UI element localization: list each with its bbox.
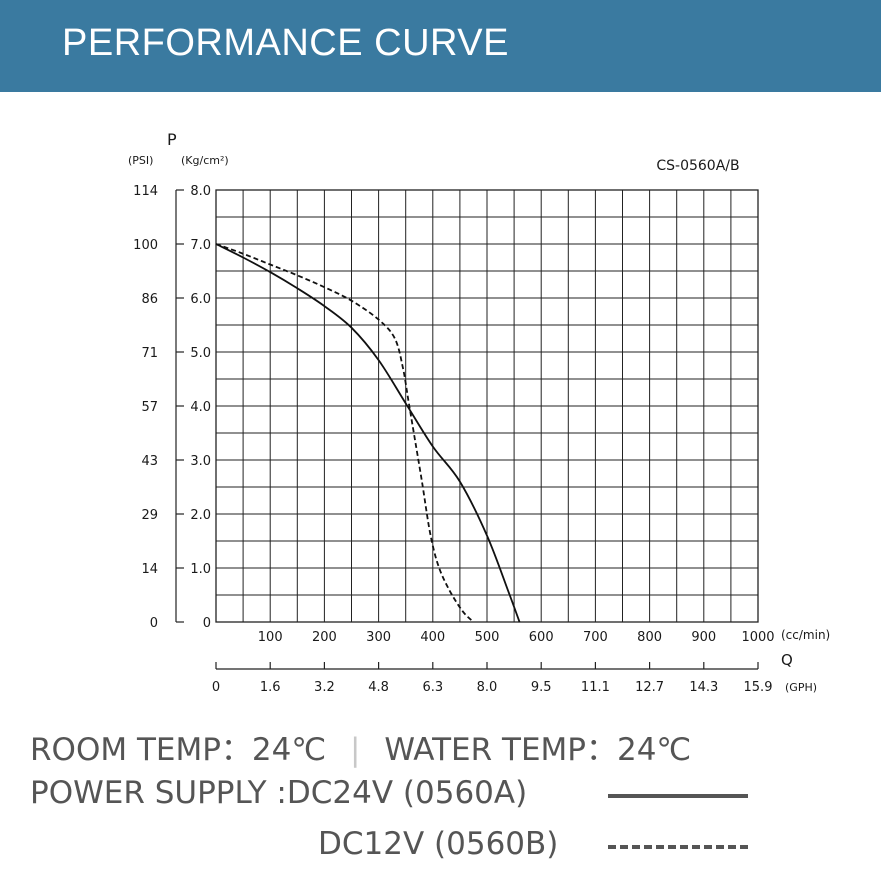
power-supply-line: POWER SUPPLY :DC24V (0560A) xyxy=(30,775,527,811)
y-tick-psi-label: 0 xyxy=(150,616,158,631)
plot-border xyxy=(215,189,759,623)
x-tick-cc-label: 300 xyxy=(366,630,391,645)
x-tick-gph-label: 6.3 xyxy=(422,680,443,695)
y-axis-psi-unit: (PSI) xyxy=(128,154,153,167)
x-axis-label: Q xyxy=(781,651,793,669)
x-tick-cc-label: 700 xyxy=(583,630,608,645)
performance-chart: 0 0 14 1.0 29 2.0 43 3.0 57 4.0 71 5.0 86 6.0 100 7.0 11… xyxy=(128,130,830,695)
page-title: PERFORMANCE CURVE xyxy=(62,22,509,64)
header-banner: PERFORMANCE CURVE xyxy=(0,0,881,92)
y-axis-kg-unit: (Kg/cm²) xyxy=(181,154,229,167)
y-tick-kg-label: 6.0 xyxy=(190,292,211,307)
chart-grid xyxy=(215,189,759,623)
x-tick-gph-label: 3.2 xyxy=(314,680,335,695)
x-tick-cc-label: 100 xyxy=(258,630,283,645)
x-tick-gph-label: 14.3 xyxy=(689,680,718,695)
y-tick-psi-label: 43 xyxy=(141,454,158,469)
y-tick-kg-label: 7.0 xyxy=(190,238,211,253)
x-axis-cc-unit: (cc/min) xyxy=(781,628,830,642)
y-tick-psi-label: 14 xyxy=(141,562,158,577)
legend-dc12-text: DC12V (0560B) xyxy=(318,826,559,862)
x-tick-gph-label: 15.9 xyxy=(744,680,773,695)
x-tick-gph-label: 0 xyxy=(212,680,220,695)
y-tick-kg-label: 5.0 xyxy=(190,346,211,361)
chart-series xyxy=(215,243,521,623)
chart-axes xyxy=(175,189,759,670)
water-temp-text: WATER TEMP：24℃ xyxy=(384,732,692,768)
legend-dc24-text: DC24V (0560A) xyxy=(286,775,528,811)
legend-solid-line xyxy=(608,794,748,798)
series-line-dc24v xyxy=(215,243,521,623)
legend-dc12-line: DC12V (0560B) xyxy=(318,826,558,862)
y-tick-psi-label: 100 xyxy=(133,238,158,253)
x-axis-gph-unit: (GPH) xyxy=(785,681,817,694)
y-tick-kg-label: 4.0 xyxy=(190,400,211,415)
y-tick-psi-label: 57 xyxy=(141,400,158,415)
x-tick-gph-label: 9.5 xyxy=(531,680,552,695)
x-tick-gph-label: 8.0 xyxy=(477,680,498,695)
x-tick-cc-label: 1000 xyxy=(741,630,774,645)
x-tick-cc-label: 600 xyxy=(529,630,554,645)
x-tick-cc-label: 500 xyxy=(475,630,500,645)
y-tick-kg-label: 1.0 xyxy=(190,562,211,577)
y-tick-psi-label: 114 xyxy=(133,184,158,199)
temp-line: ROOM TEMP：24℃ | WATER TEMP：24℃ xyxy=(30,724,691,769)
y-tick-kg-label: 2.0 xyxy=(190,508,211,523)
y-tick-psi-label: 29 xyxy=(141,508,158,523)
x-tick-gph-label: 12.7 xyxy=(635,680,664,695)
y-tick-kg-label: 3.0 xyxy=(190,454,211,469)
x-tick-cc-label: 400 xyxy=(420,630,445,645)
x-tick-gph-label: 1.6 xyxy=(260,680,281,695)
x-tick-gph-label: 4.8 xyxy=(368,680,389,695)
room-temp-text: ROOM TEMP：24℃ xyxy=(30,732,327,768)
x-tick-cc-label: 200 xyxy=(312,630,337,645)
chart-title: CS-0560A/B xyxy=(656,158,739,174)
x-tick-gph-label: 11.1 xyxy=(581,680,610,695)
power-supply-label: POWER SUPPLY : xyxy=(30,775,287,811)
temp-separator: | xyxy=(350,732,361,768)
series-line-dc12v xyxy=(215,243,475,623)
y-tick-psi-label: 71 xyxy=(141,346,158,361)
y-axis-label: P xyxy=(167,130,177,149)
y-tick-kg-label: 0 xyxy=(203,616,211,631)
chart-labels: 0 0 14 1.0 29 2.0 43 3.0 57 4.0 71 5.0 86 6.0 100 7.0 11… xyxy=(128,130,830,695)
x-tick-cc-label: 900 xyxy=(691,630,716,645)
y-tick-kg-label: 8.0 xyxy=(190,184,211,199)
x-tick-cc-label: 800 xyxy=(637,630,662,645)
legend-dashed-line xyxy=(608,845,748,849)
y-tick-psi-label: 86 xyxy=(141,292,158,307)
